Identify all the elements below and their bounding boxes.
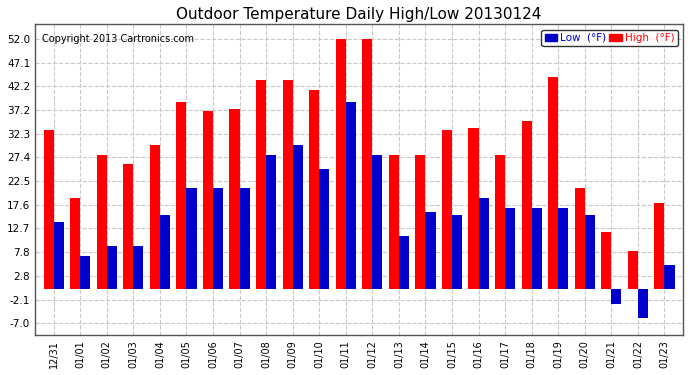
- Bar: [664, 266, 675, 290]
- Text: Copyright 2013 Cartronics.com: Copyright 2013 Cartronics.com: [41, 34, 193, 44]
- Bar: [70, 198, 80, 290]
- Bar: [505, 207, 515, 290]
- Bar: [522, 121, 532, 290]
- Bar: [160, 215, 170, 290]
- Bar: [124, 164, 133, 290]
- Bar: [585, 215, 595, 290]
- Bar: [532, 207, 542, 290]
- Bar: [256, 80, 266, 290]
- Bar: [601, 232, 611, 290]
- Bar: [362, 39, 373, 290]
- Bar: [54, 222, 63, 290]
- Bar: [203, 111, 213, 290]
- Bar: [558, 207, 569, 290]
- Bar: [469, 128, 479, 290]
- Bar: [654, 203, 664, 290]
- Bar: [266, 154, 276, 290]
- Bar: [399, 237, 409, 290]
- Bar: [495, 154, 505, 290]
- Bar: [283, 80, 293, 290]
- Bar: [133, 246, 144, 290]
- Bar: [452, 215, 462, 290]
- Bar: [319, 169, 329, 290]
- Bar: [97, 154, 107, 290]
- Bar: [230, 109, 239, 290]
- Bar: [107, 246, 117, 290]
- Bar: [336, 39, 346, 290]
- Bar: [442, 130, 452, 290]
- Title: Outdoor Temperature Daily High/Low 20130124: Outdoor Temperature Daily High/Low 20130…: [177, 7, 542, 22]
- Bar: [426, 212, 435, 290]
- Bar: [373, 154, 382, 290]
- Bar: [388, 154, 399, 290]
- Bar: [479, 198, 489, 290]
- Bar: [548, 78, 558, 290]
- Bar: [309, 90, 319, 290]
- Bar: [638, 290, 648, 318]
- Bar: [293, 145, 303, 290]
- Bar: [150, 145, 160, 290]
- Bar: [611, 290, 622, 304]
- Bar: [213, 188, 223, 290]
- Bar: [80, 256, 90, 290]
- Bar: [177, 102, 186, 290]
- Bar: [628, 251, 638, 290]
- Legend: Low  (°F), High  (°F): Low (°F), High (°F): [542, 30, 678, 46]
- Bar: [346, 102, 356, 290]
- Bar: [575, 188, 585, 290]
- Bar: [43, 130, 54, 290]
- Bar: [415, 154, 426, 290]
- Bar: [239, 188, 250, 290]
- Bar: [186, 188, 197, 290]
